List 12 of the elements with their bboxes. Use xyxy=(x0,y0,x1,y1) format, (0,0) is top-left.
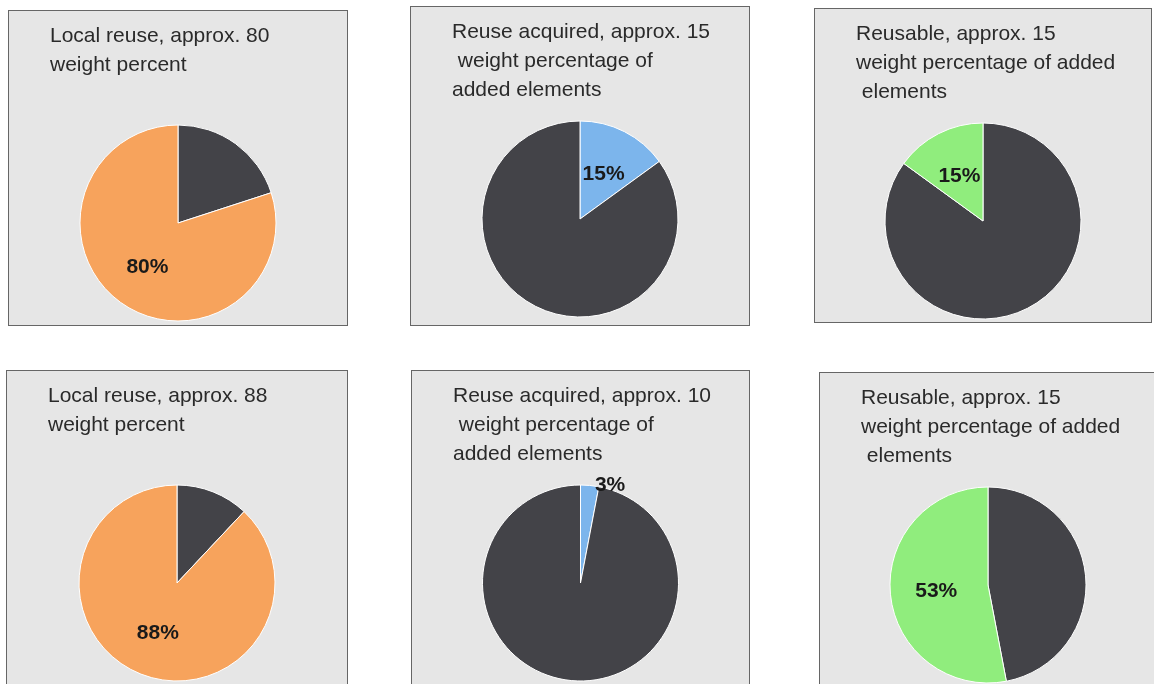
data-label: 88% xyxy=(136,619,180,643)
data-label: 53% xyxy=(915,578,958,602)
data-label: 3% xyxy=(594,471,626,495)
data-label: 15% xyxy=(582,161,625,185)
data-label: 15% xyxy=(938,163,981,187)
chart-title: Local reuse, approx. 80 weight percent xyxy=(49,23,276,75)
chart-title: Reuse acquired, approx. 10 weight percentage of added elements xyxy=(453,383,711,464)
chart-title: Reusable, approx. 15 weight percentage of added elements xyxy=(855,21,1116,102)
data-label: 80% xyxy=(126,253,169,277)
chart-title: Reusable, approx. 15 weight percentage of added elements xyxy=(860,385,1121,466)
chart-title: Local reuse, approx. 88 weight percent xyxy=(47,383,274,435)
chart-title: Reuse acquired, approx. 15 weight percentage of added elements xyxy=(452,19,710,100)
